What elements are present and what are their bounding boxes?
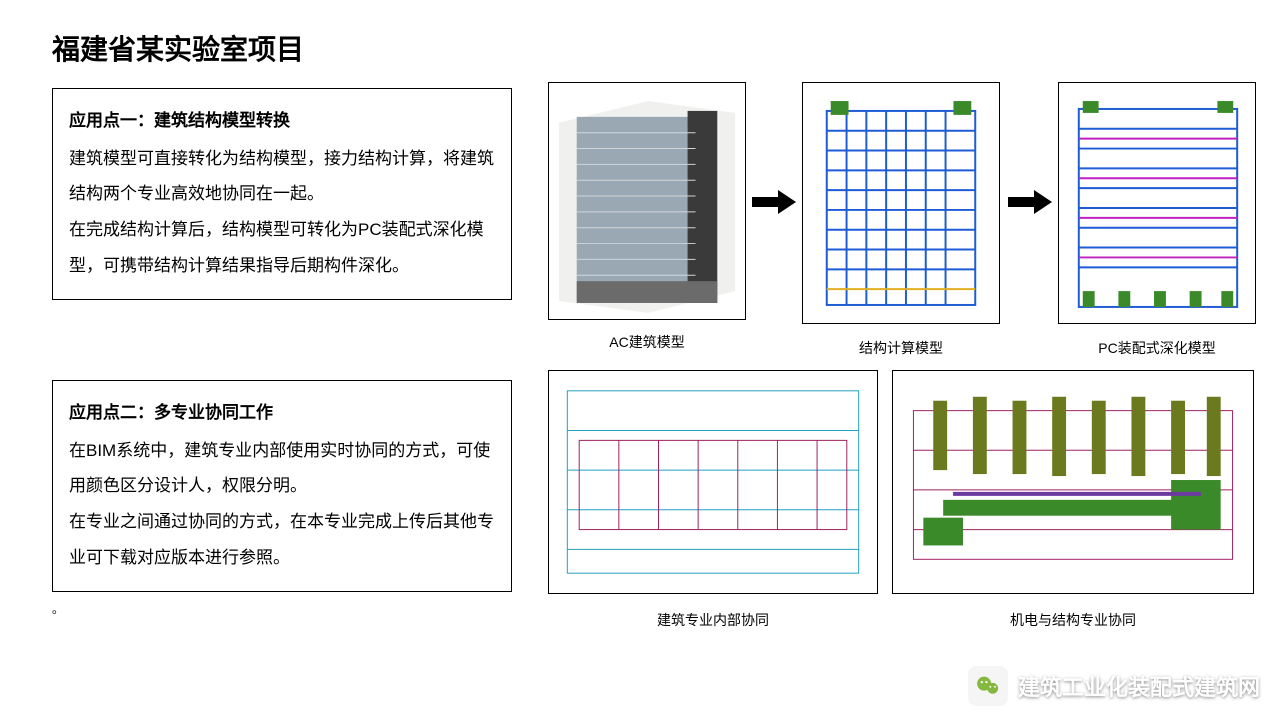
caption-b: 结构计算模型 bbox=[802, 338, 1000, 358]
watermark: 建筑工业化装配式建筑网 bbox=[968, 666, 1260, 706]
arrow-icon bbox=[752, 190, 796, 214]
image-pc-model bbox=[1058, 82, 1256, 324]
arrow-icon bbox=[1008, 190, 1052, 214]
caption-a: AC建筑模型 bbox=[548, 332, 746, 352]
caption-d: 建筑专业内部协同 bbox=[548, 610, 878, 630]
bullet-dot: 。 bbox=[52, 600, 64, 617]
wechat-icon bbox=[968, 666, 1008, 706]
image-plan-collab bbox=[548, 370, 878, 594]
box1-p2: 在完成结构计算后，结构模型可转化为PC装配式深化模型，可携带结构计算结果指导后期… bbox=[69, 212, 495, 283]
box2-p2: 在专业之间通过协同的方式，在本专业完成上传后其他专业可下载对应版本进行参照。 bbox=[69, 504, 495, 575]
caption-c: PC装配式深化模型 bbox=[1058, 338, 1256, 358]
box1-heading: 应用点一：建筑结构模型转换 bbox=[69, 103, 495, 139]
box1-p1: 建筑模型可直接转化为结构模型，接力结构计算，将建筑结构两个专业高效地协同在一起。 bbox=[69, 141, 495, 212]
caption-e: 机电与结构专业协同 bbox=[892, 610, 1254, 630]
image-mep-collab bbox=[892, 370, 1254, 594]
text-box-2: 应用点二：多专业协同工作 在BIM系统中，建筑专业内部使用实时协同的方式，可使用… bbox=[52, 380, 512, 592]
box2-heading: 应用点二：多专业协同工作 bbox=[69, 395, 495, 431]
box2-p1: 在BIM系统中，建筑专业内部使用实时协同的方式，可使用颜色区分设计人，权限分明。 bbox=[69, 433, 495, 504]
page-title: 福建省某实验室项目 bbox=[52, 28, 304, 68]
image-structural-model bbox=[802, 82, 1000, 324]
text-box-1: 应用点一：建筑结构模型转换 建筑模型可直接转化为结构模型，接力结构计算，将建筑结… bbox=[52, 88, 512, 300]
watermark-text: 建筑工业化装配式建筑网 bbox=[1018, 670, 1260, 702]
image-ac-model bbox=[548, 82, 746, 320]
